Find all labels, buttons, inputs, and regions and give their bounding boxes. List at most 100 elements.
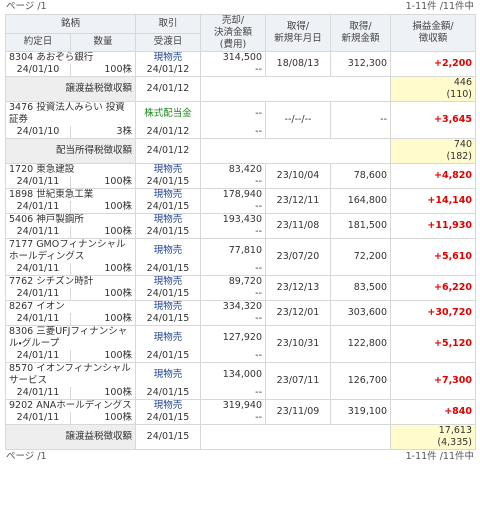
h: 損益金額/ xyxy=(412,21,454,32)
issue-name: 1898 世紀東急工業 xyxy=(4,188,137,201)
trade-type: 現物売 xyxy=(135,275,202,288)
col-pnl: 損益金額/徴収額 xyxy=(390,14,477,52)
settle-date: 24/01/15 xyxy=(135,263,202,276)
trade-date: 24/01/11 xyxy=(5,313,71,326)
acq-date: 23/10/31 xyxy=(265,325,332,363)
trade-row: 8267 イオン 現物売 334,320 23/12/01 303,600 +30,720 xyxy=(4,300,477,326)
acq-amount: 312,300 xyxy=(330,51,392,77)
trade-table: 銘柄 取引 売却/決済金額 (費用) 取得/新規年月日 取得/新規金額 損益金額/徴… xyxy=(4,14,477,450)
h: 取得/ xyxy=(349,21,372,32)
acq-date: 23/11/08 xyxy=(265,213,332,239)
col-type: 取引 xyxy=(135,14,202,34)
trade-type: 現物売 xyxy=(135,399,202,412)
col-acq-amount: 取得/新規金額 xyxy=(330,14,392,52)
tax-row: 譲渡益税徴収額 24/01/12 446 (110) xyxy=(4,76,477,102)
pnl: +3,645 xyxy=(390,101,477,139)
settle-date: 24/01/15 xyxy=(135,350,202,363)
pnl: +7,300 xyxy=(390,362,477,400)
acq-date: 23/12/01 xyxy=(265,300,332,326)
issue-name: 5406 神戸製鋼所 xyxy=(4,213,137,226)
fee: -- xyxy=(200,288,267,301)
tax-row: 譲渡益税徴収額 24/01/15 17,613 (4,335) xyxy=(4,424,477,450)
table-body: 8304 あおぞら銀行 現物売 314,500 18/08/13 312,300 +2,2… xyxy=(4,51,477,450)
trade-date: 24/01/11 xyxy=(5,176,71,189)
tax-label: 譲渡益税徴収額 xyxy=(4,424,137,450)
trade-row: 7762 シチズン時計 現物売 89,720 23/12/13 83,500 +6,220 xyxy=(4,275,477,301)
settle-date: 24/01/15 xyxy=(135,176,202,189)
quantity: 100株 xyxy=(69,226,137,239)
trade-row-sub: 24/01/11 100株 24/01/15 -- xyxy=(5,350,476,363)
trade-date: 24/01/10 xyxy=(5,64,71,77)
tax-value: 446 (110) xyxy=(390,76,477,102)
page-label: ページ /1 xyxy=(6,451,47,462)
pnl: +6,220 xyxy=(390,275,477,301)
quantity: 100株 xyxy=(69,387,137,400)
col-amount: 売却/決済金額 (費用) xyxy=(200,14,267,52)
trade-row: 1898 世紀東急工業 現物売 178,940 23/12/11 164,800 +14,… xyxy=(4,188,477,214)
issue-name: 7762 シチズン時計 xyxy=(4,275,137,288)
trade-type: 現物売 xyxy=(135,362,202,387)
trade-row-sub: 24/01/11 100株 24/01/15 -- xyxy=(5,387,476,400)
trade-date: 24/01/11 xyxy=(5,350,71,363)
pnl: +2,200 xyxy=(390,51,477,77)
sell-amount: 193,430 xyxy=(200,213,267,226)
fee: -- xyxy=(200,126,267,139)
issue-name: 8267 イオン xyxy=(4,300,137,313)
acq-amount: 78,600 xyxy=(330,163,392,189)
settle-date: 24/01/15 xyxy=(135,412,202,425)
quantity: 100株 xyxy=(69,412,137,425)
col-qty: 数量 xyxy=(69,32,137,52)
acq-amount: 122,800 xyxy=(330,325,392,363)
trade-row: 5406 神戸製鋼所 現物売 193,430 23/11/08 181,500 +11,9… xyxy=(4,213,477,239)
fee: -- xyxy=(200,64,267,77)
trade-row: 3476 投資法人みらい 投資証券 株式配当金 -- --/--/-- -- +3,645 xyxy=(4,101,477,139)
sell-amount: 89,720 xyxy=(200,275,267,288)
trade-row: 7177 GMOフィナンシャルホールディングス 現物売 77,810 23/07/20… xyxy=(4,238,477,276)
trade-row-sub: 24/01/11 100株 24/01/15 -- xyxy=(5,288,476,301)
pnl: +4,820 xyxy=(390,163,477,189)
quantity: 100株 xyxy=(69,64,137,77)
tax-withheld: (182) xyxy=(446,151,473,162)
empty xyxy=(200,424,392,450)
top-bar: ページ /1 1-11件 /11件中 xyxy=(0,0,480,14)
table-head: 銘柄 取引 売却/決済金額 (費用) 取得/新規年月日 取得/新規金額 損益金額/徴… xyxy=(4,14,477,52)
trade-date: 24/01/11 xyxy=(5,226,71,239)
issue-name: 3476 投資法人みらい 投資証券 xyxy=(4,101,137,126)
issue-name: 8570 イオンフィナンシャルサービス xyxy=(4,362,137,387)
settle-date: 24/01/12 xyxy=(135,64,202,77)
acq-date: 23/12/13 xyxy=(265,275,332,301)
pnl: +11,930 xyxy=(390,213,477,239)
settle-date: 24/01/15 xyxy=(135,424,202,450)
acq-date: --/--/-- xyxy=(265,101,332,139)
sell-amount: 319,940 xyxy=(200,399,267,412)
settle-date: 24/01/15 xyxy=(135,387,202,400)
h: (費用) xyxy=(219,39,247,50)
tax-withheld: (110) xyxy=(446,89,473,100)
h: 決済金額 xyxy=(214,27,253,38)
sell-amount: 178,940 xyxy=(200,188,267,201)
pnl: +840 xyxy=(390,399,477,425)
quantity: 100株 xyxy=(69,350,137,363)
trade-type: 現物売 xyxy=(135,163,202,176)
trade-date: 24/01/10 xyxy=(5,126,71,139)
issue-name: 8304 あおぞら銀行 xyxy=(4,51,137,64)
acq-amount: 72,200 xyxy=(330,238,392,276)
sell-amount: 314,500 xyxy=(200,51,267,64)
tax-value: 17,613 (4,335) xyxy=(390,424,477,450)
issue-name: 7177 GMOフィナンシャルホールディングス xyxy=(4,238,137,263)
tax-amount: 17,613 xyxy=(438,425,473,437)
trade-type: 現物売 xyxy=(135,325,202,350)
settle-date: 24/01/12 xyxy=(135,138,202,164)
trade-type: 現物売 xyxy=(135,188,202,201)
quantity: 3株 xyxy=(69,126,137,139)
fee: -- xyxy=(200,313,267,326)
fee: -- xyxy=(200,263,267,276)
tax-value: 740 (182) xyxy=(390,138,477,164)
quantity: 100株 xyxy=(69,201,137,214)
trade-type: 現物売 xyxy=(135,300,202,313)
trade-row-sub: 24/01/11 100株 24/01/15 -- xyxy=(5,226,476,239)
trade-row: 8304 あおぞら銀行 現物売 314,500 18/08/13 312,300 +2,2… xyxy=(4,51,477,77)
fee: -- xyxy=(200,412,267,425)
tax-withheld: (4,335) xyxy=(437,437,473,448)
